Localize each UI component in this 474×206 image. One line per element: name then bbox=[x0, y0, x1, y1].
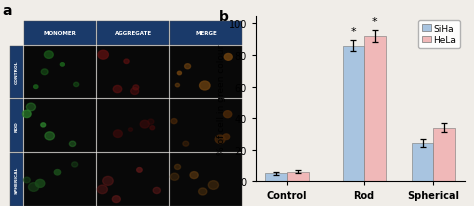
Text: SPHERICAL: SPHERICAL bbox=[15, 166, 18, 193]
Circle shape bbox=[24, 177, 30, 183]
Circle shape bbox=[171, 119, 177, 124]
FancyBboxPatch shape bbox=[9, 153, 23, 206]
Circle shape bbox=[36, 179, 45, 187]
Text: *: * bbox=[372, 17, 378, 27]
Circle shape bbox=[150, 126, 155, 130]
Circle shape bbox=[45, 132, 55, 140]
Circle shape bbox=[22, 111, 31, 118]
Y-axis label: % of cell in green colour: % of cell in green colour bbox=[217, 44, 226, 154]
Circle shape bbox=[41, 70, 48, 75]
Circle shape bbox=[54, 170, 61, 175]
FancyBboxPatch shape bbox=[24, 22, 96, 45]
FancyBboxPatch shape bbox=[97, 100, 169, 152]
Circle shape bbox=[60, 63, 64, 67]
Bar bbox=[364, 37, 386, 181]
Circle shape bbox=[98, 51, 109, 60]
Circle shape bbox=[215, 135, 225, 144]
Circle shape bbox=[131, 88, 139, 95]
Circle shape bbox=[153, 187, 160, 194]
Circle shape bbox=[140, 121, 149, 128]
Circle shape bbox=[208, 181, 219, 190]
Circle shape bbox=[137, 168, 142, 172]
Circle shape bbox=[200, 82, 210, 91]
FancyBboxPatch shape bbox=[97, 22, 169, 45]
Circle shape bbox=[41, 123, 46, 127]
Bar bbox=[412, 144, 433, 181]
Text: AGGREGATE: AGGREGATE bbox=[115, 30, 152, 35]
FancyBboxPatch shape bbox=[170, 22, 242, 45]
Circle shape bbox=[174, 165, 181, 170]
Circle shape bbox=[113, 130, 122, 138]
Text: MERGE: MERGE bbox=[195, 30, 217, 35]
Bar bbox=[265, 173, 287, 181]
Circle shape bbox=[72, 162, 78, 167]
Circle shape bbox=[128, 128, 133, 132]
FancyBboxPatch shape bbox=[24, 100, 96, 152]
Bar bbox=[433, 128, 455, 181]
Circle shape bbox=[45, 52, 53, 59]
Text: b: b bbox=[219, 10, 228, 24]
Circle shape bbox=[112, 196, 120, 202]
Circle shape bbox=[224, 54, 232, 61]
FancyBboxPatch shape bbox=[97, 153, 169, 206]
Circle shape bbox=[97, 185, 108, 194]
Circle shape bbox=[184, 64, 191, 69]
Circle shape bbox=[34, 85, 38, 89]
Circle shape bbox=[28, 183, 39, 191]
Circle shape bbox=[170, 173, 179, 180]
FancyBboxPatch shape bbox=[170, 46, 242, 99]
Circle shape bbox=[103, 177, 113, 185]
Bar bbox=[343, 46, 364, 181]
Circle shape bbox=[27, 104, 36, 111]
Circle shape bbox=[224, 111, 232, 118]
Circle shape bbox=[190, 172, 198, 179]
FancyBboxPatch shape bbox=[170, 100, 242, 152]
FancyBboxPatch shape bbox=[9, 100, 23, 152]
Circle shape bbox=[113, 86, 122, 93]
Circle shape bbox=[69, 142, 76, 147]
Text: a: a bbox=[2, 4, 12, 18]
Circle shape bbox=[124, 60, 129, 64]
Circle shape bbox=[223, 134, 230, 140]
Text: ROD: ROD bbox=[15, 120, 18, 131]
Circle shape bbox=[73, 83, 79, 87]
FancyBboxPatch shape bbox=[97, 46, 169, 99]
Text: CONTROL: CONTROL bbox=[15, 60, 18, 84]
Circle shape bbox=[175, 84, 180, 87]
Circle shape bbox=[199, 188, 207, 195]
Circle shape bbox=[148, 119, 154, 125]
Text: *: * bbox=[350, 27, 356, 37]
Circle shape bbox=[177, 72, 182, 75]
FancyBboxPatch shape bbox=[24, 46, 96, 99]
Bar bbox=[287, 172, 309, 181]
Legend: SiHa, HeLa: SiHa, HeLa bbox=[418, 21, 460, 48]
Circle shape bbox=[133, 85, 139, 90]
FancyBboxPatch shape bbox=[9, 46, 23, 99]
FancyBboxPatch shape bbox=[24, 153, 96, 206]
FancyBboxPatch shape bbox=[170, 153, 242, 206]
Circle shape bbox=[183, 142, 189, 146]
Text: MONOMER: MONOMER bbox=[44, 30, 77, 35]
